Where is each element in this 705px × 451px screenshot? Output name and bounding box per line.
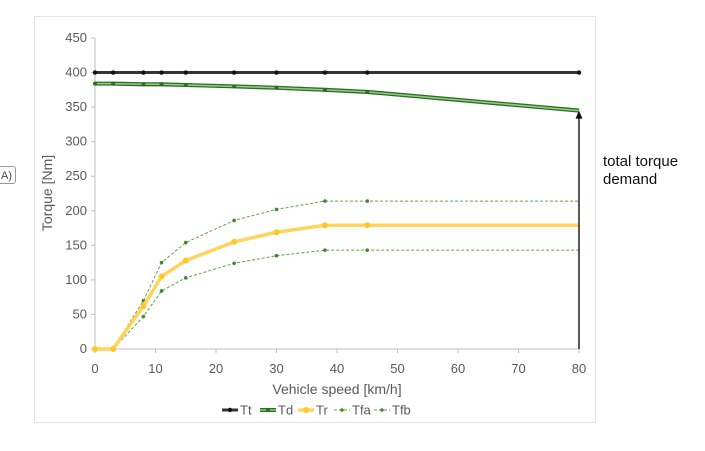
data-point-td [111, 81, 116, 86]
legend-item-tr: Tr [298, 403, 328, 418]
y-tick-label: 200 [65, 203, 87, 218]
data-point-td [274, 85, 279, 90]
data-point-tfb [323, 199, 327, 203]
data-point-tfb [365, 199, 370, 203]
data-point-tfb [232, 218, 236, 223]
data-point-tfa [365, 248, 370, 252]
legend-item-tfb: Tfb [374, 403, 411, 418]
legend-marker [266, 408, 270, 412]
legend-label: Tfb [392, 403, 411, 418]
legend: Tt Td Tr Tfa Tfb [222, 403, 411, 418]
x-tick-label: 10 [148, 361, 162, 376]
legend-label: Tr [316, 403, 328, 418]
legend-item-td: Td [260, 403, 293, 418]
x-axis-title: Vehicle speed [km/h] [272, 381, 401, 397]
y-tick-label: 50 [73, 306, 87, 321]
data-point-tt [576, 70, 582, 75]
data-point-tfb [183, 240, 188, 245]
data-point-tfa [159, 289, 164, 293]
legend-marker [303, 407, 309, 413]
data-point-td [159, 82, 164, 87]
data-point-tt [110, 70, 116, 75]
data-point-td [232, 84, 237, 89]
data-point-tfa [274, 253, 279, 258]
arrow-head [575, 110, 583, 119]
y-tick-label: 150 [65, 237, 87, 252]
data-point-tt [141, 70, 146, 75]
data-point-tr [92, 346, 98, 352]
x-tick-label: 20 [209, 361, 223, 376]
series-td-outline [95, 81, 580, 113]
legend-marker [380, 408, 384, 412]
x-tick-label: 80 [572, 361, 586, 376]
legend-marker [340, 408, 344, 412]
legend-label: Td [278, 403, 293, 418]
x-tick-label: 70 [511, 361, 525, 376]
data-point-tr [364, 222, 371, 229]
data-point-tfa [232, 261, 236, 266]
x-tick-label: 0 [91, 361, 98, 376]
total-torque-arrow [575, 110, 583, 349]
y-tick-label: 0 [80, 341, 87, 356]
data-point-tr [182, 257, 189, 264]
data-point-tfa [141, 314, 146, 319]
y-axis-title: Torque [Nm] [39, 155, 55, 231]
data-point-tfa [323, 248, 327, 252]
data-point-td [322, 87, 327, 92]
y-tick-label: 350 [65, 99, 87, 114]
data-point-tt [159, 70, 164, 75]
data-point-tr [321, 222, 328, 229]
y-tick-label: 400 [65, 65, 87, 80]
series-tfa-line [95, 249, 579, 350]
x-tick-label: 30 [269, 361, 283, 376]
data-point-td [365, 89, 370, 94]
legend-item-tt: Tt [222, 403, 252, 418]
y-tick-label: 300 [65, 134, 87, 149]
data-point-tr [140, 303, 147, 310]
legend-item-tfa: Tfa [334, 403, 372, 418]
data-point-tt [274, 70, 279, 75]
y-tick-label: 250 [65, 168, 87, 183]
data-point-tfb [274, 207, 279, 212]
legend-marker [227, 407, 233, 413]
data-point-tr [273, 229, 280, 236]
data-point-tt [183, 70, 188, 75]
annotation-text: total torque demand [603, 153, 703, 189]
data-point-tr [110, 346, 117, 352]
annotation-line-1: total torque [603, 153, 679, 170]
data-point-tfa [183, 276, 188, 280]
data-point-td [183, 82, 188, 87]
data-point-tt [92, 70, 98, 75]
x-tick-label: 60 [451, 361, 465, 376]
data-point-tr [158, 273, 165, 280]
series-tr-line [95, 223, 579, 351]
data-point-tt [365, 70, 370, 75]
data-point-td [93, 81, 97, 86]
x-tick-label: 40 [330, 361, 344, 376]
data-point-tr [231, 238, 238, 245]
axes: 0 50 100 150 200 250 300 350 400 450 0 10 20 30 40 50 60… [65, 30, 586, 376]
series-tfb-line [95, 200, 579, 350]
data-point-tt [231, 70, 237, 75]
y-tick-label: 100 [65, 272, 87, 287]
y-tick-label: 450 [65, 30, 87, 45]
legend-label: Tt [240, 403, 252, 418]
series-layer [92, 70, 582, 352]
series-td-line [95, 82, 580, 112]
legend-label: Tfa [352, 403, 372, 418]
side-tag: A) [0, 166, 16, 184]
data-point-tfb [159, 260, 164, 265]
data-point-td [141, 82, 146, 87]
data-point-tt [322, 70, 328, 75]
x-tick-label: 50 [390, 361, 404, 376]
annotation-line-2: demand [603, 171, 658, 188]
